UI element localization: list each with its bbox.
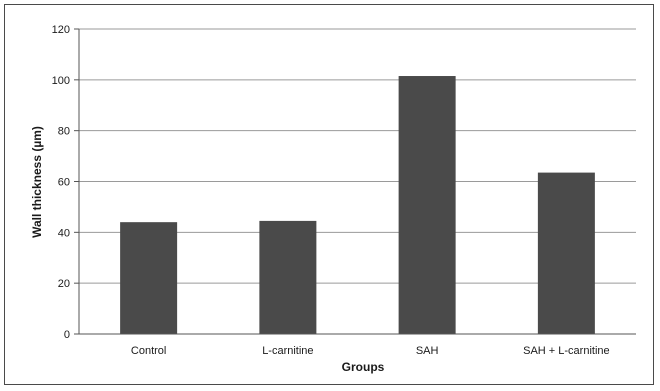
bar-control [120,222,178,334]
bar-l-carnitine [259,220,317,334]
x-axis-title: Groups [342,360,385,374]
y-tick-labels: 0 20 40 60 80 100 120 [52,24,79,341]
y-tick-label: 120 [52,24,70,36]
bar-chart: 0 20 40 60 80 100 120 Control L-carnitine SAH SAH… [30,24,636,374]
x-tick-label: Control [131,345,166,357]
y-tick-label: 60 [58,177,70,189]
chart-figure: 0 20 40 60 80 100 120 Control L-carnitine SAH SAH… [4,4,654,385]
x-tick-labels: Control L-carnitine SAH SAH + L-carnitine [131,345,610,357]
x-tick-label: SAH + L-carnitine [523,345,610,357]
x-tick-label: L-carnitine [262,345,313,357]
y-tick-label: 100 [52,75,70,87]
y-tick-label: 40 [58,227,70,239]
y-tick-label: 80 [58,126,70,138]
x-tick-label: SAH [416,345,439,357]
y-axis-title: Wall thickness (µm) [30,126,44,238]
bar-sah-l-carnitine [537,172,595,334]
bars [120,76,595,334]
y-tick-label: 20 [58,278,70,290]
bar-sah [398,76,456,334]
y-tick-label: 0 [64,329,70,341]
